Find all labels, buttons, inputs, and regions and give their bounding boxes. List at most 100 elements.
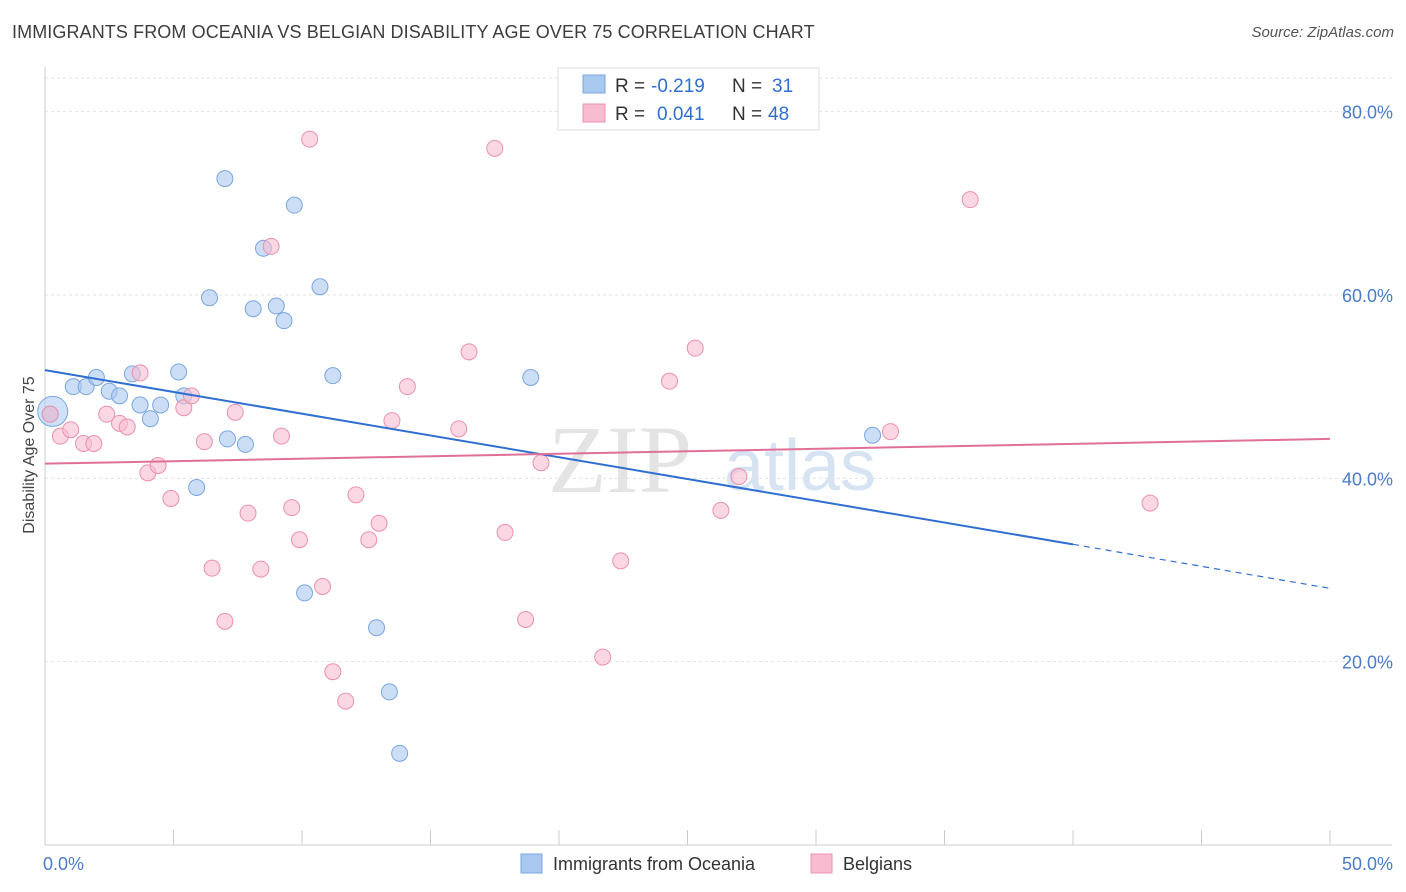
point-belgians-30	[370, 514, 388, 532]
point-oceania-17	[244, 300, 262, 318]
point-belgians-21	[272, 427, 290, 445]
bottom-legend-swatch-oceania	[520, 853, 543, 874]
point-belgians-14	[195, 433, 213, 451]
point-belgians-2	[62, 421, 80, 439]
point-belgians-23	[290, 531, 308, 549]
point-belgians-17	[226, 403, 244, 421]
point-oceania-23	[311, 278, 329, 296]
point-belgians-19	[252, 560, 270, 578]
point-belgians-0	[41, 405, 59, 423]
point-oceania-19	[267, 297, 285, 315]
point-belgians-11	[162, 490, 180, 507]
point-belgians-36	[496, 523, 514, 541]
point-oceania-13	[200, 289, 218, 307]
watermark: ZIP atlas	[548, 406, 876, 513]
point-belgians-32	[398, 378, 416, 396]
point-belgians-38	[532, 454, 550, 472]
chart-source: Source: ZipAtlas.com	[1251, 24, 1394, 41]
point-belgians-8	[131, 364, 149, 382]
legend-r-label-oceania: R =	[615, 76, 645, 97]
point-oceania-29	[864, 426, 882, 444]
point-belgians-18	[239, 504, 257, 522]
y-tick-label-1: 40.0%	[1342, 469, 1393, 489]
point-oceania-24	[324, 367, 342, 385]
legend-n-label-belgians: N =	[732, 104, 762, 125]
point-oceania-7	[131, 396, 149, 414]
y-tick-label-0: 20.0%	[1342, 653, 1393, 673]
point-belgians-37	[517, 611, 535, 628]
bottom-legend-label-belgians: Belgians	[843, 854, 912, 874]
point-belgians-46	[961, 191, 979, 209]
point-belgians-24	[301, 130, 319, 148]
point-belgians-15	[203, 559, 221, 577]
point-oceania-8	[141, 410, 159, 428]
point-belgians-47	[1141, 494, 1159, 512]
point-belgians-29	[360, 531, 378, 549]
point-belgians-26	[324, 663, 342, 681]
legend-r-value-oceania: -0.219	[651, 76, 705, 97]
point-belgians-22	[283, 499, 301, 517]
grid-lines	[45, 77, 1392, 663]
trend-line-extension-oceania	[1072, 543, 1331, 589]
point-belgians-39	[594, 648, 612, 666]
x-tick-label-1: 50.0%	[1342, 854, 1393, 874]
point-belgians-25	[314, 578, 332, 595]
point-belgians-16	[216, 612, 234, 630]
point-oceania-16	[236, 435, 254, 453]
point-oceania-9	[152, 396, 170, 414]
legend-n-label-oceania: N =	[732, 76, 762, 97]
point-oceania-28	[522, 369, 540, 386]
point-oceania-27	[391, 744, 409, 762]
legend-n-value-belgians: 48	[768, 104, 789, 125]
legend-swatch-oceania	[582, 74, 606, 94]
point-belgians-27	[337, 692, 355, 710]
point-belgians-31	[383, 412, 401, 430]
x-tick-label-0: 0.0%	[43, 854, 84, 874]
point-belgians-44	[730, 468, 748, 485]
bottom-legend-swatch-belgians	[810, 853, 833, 874]
point-oceania-15	[218, 430, 236, 448]
axes	[44, 67, 1392, 846]
legend-n-value-oceania: 31	[772, 76, 793, 97]
trend-lines	[44, 369, 1331, 589]
legend-r-label-belgians: R =	[615, 104, 645, 125]
point-oceania-22	[296, 584, 314, 602]
bottom-legend-label-oceania: Immigrants from Oceania	[553, 854, 756, 874]
point-oceania-12	[188, 479, 206, 496]
point-belgians-35	[486, 139, 504, 157]
point-belgians-45	[882, 423, 900, 441]
point-belgians-34	[460, 343, 478, 361]
point-belgians-40	[612, 552, 630, 570]
point-belgians-33	[450, 420, 468, 438]
point-oceania-25	[368, 619, 386, 637]
point-belgians-20	[262, 237, 280, 255]
point-oceania-21	[285, 196, 303, 214]
point-belgians-41	[661, 372, 679, 390]
legend-r-value-belgians: 0.041	[657, 104, 705, 125]
y-tick-label-2: 60.0%	[1342, 286, 1393, 306]
point-belgians-12	[175, 399, 193, 417]
trend-line-oceania	[44, 369, 1074, 546]
data-points	[37, 130, 1159, 762]
point-belgians-4	[85, 435, 103, 452]
y-axis-label: Disability Age Over 75	[21, 376, 38, 534]
point-belgians-10	[149, 457, 167, 474]
tick-labels: 20.0% 40.0% 60.0% 80.0% 0.0% 50.0%	[43, 103, 1393, 874]
chart-title: IMMIGRANTS FROM OCEANIA VS BELGIAN DISAB…	[12, 22, 815, 42]
point-belgians-28	[347, 486, 365, 504]
point-oceania-26	[380, 683, 398, 701]
watermark-atlas: atlas	[724, 426, 876, 506]
point-oceania-20	[275, 312, 293, 330]
point-belgians-5	[98, 405, 116, 423]
bottom-legend: Immigrants from Oceania Belgians	[520, 853, 912, 874]
trend-line-belgians	[44, 437, 1331, 465]
point-belgians-43	[712, 501, 730, 519]
point-belgians-7	[118, 418, 136, 436]
point-oceania-14	[216, 170, 234, 188]
point-oceania-10	[170, 363, 188, 381]
y-tick-label-3: 80.0%	[1342, 103, 1393, 123]
legend-box: R = -0.219 N = 31 R = 0.041 N = 48	[557, 67, 820, 131]
point-belgians-42	[686, 339, 704, 357]
legend-swatch-belgians	[582, 103, 606, 123]
